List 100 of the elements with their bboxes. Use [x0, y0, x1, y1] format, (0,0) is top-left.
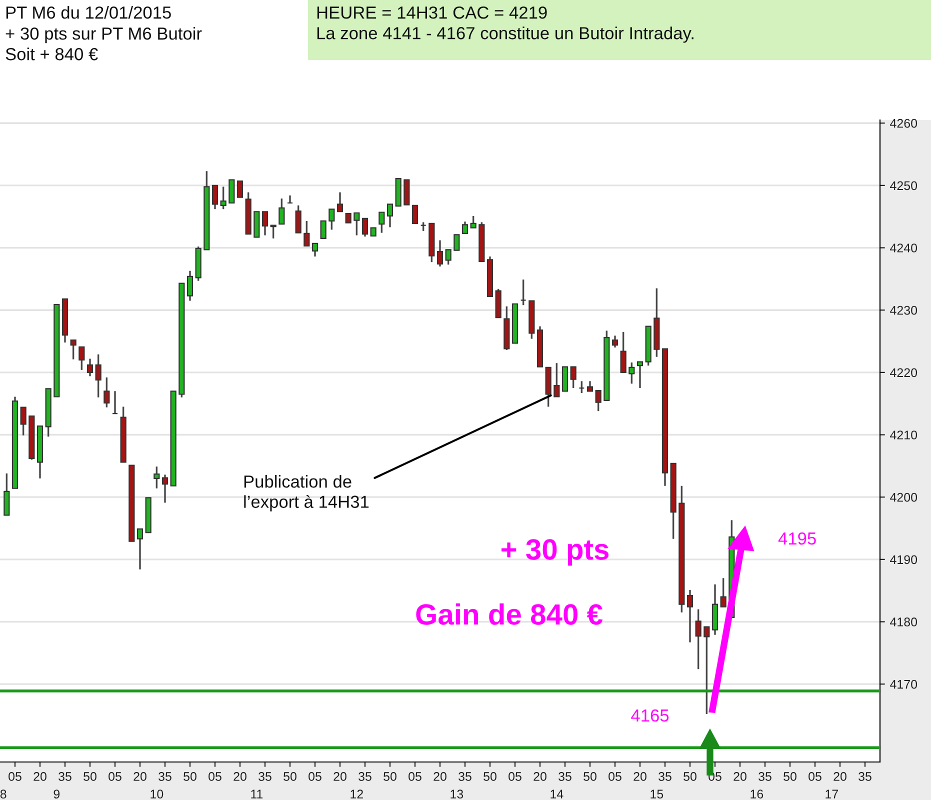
candlestick	[412, 204, 418, 224]
x-tick-label: 05	[608, 772, 622, 781]
x-tick-label: 20	[634, 772, 646, 781]
candlestick	[212, 184, 218, 210]
y-tick-label: 4180	[890, 618, 918, 626]
x-tick-label: 35	[58, 772, 72, 781]
y-tick-label: 4190	[890, 555, 918, 564]
x2-tick-label: 10	[150, 790, 164, 799]
x-tick-label: 05	[808, 772, 822, 781]
x-tick-label: 35	[358, 772, 372, 781]
candlestick	[362, 218, 368, 238]
candlestick	[436, 239, 444, 268]
annotation: Publication de l’export à 14H31	[244, 475, 369, 512]
candlestick	[104, 376, 110, 408]
candlestick	[336, 191, 344, 212]
x-tick-label: 50	[284, 772, 296, 781]
candlestick	[95, 354, 102, 398]
candlestick	[554, 362, 560, 398]
x-tick-label: 20	[734, 772, 746, 781]
x2-tick-label: 9	[54, 790, 60, 799]
candlestick	[262, 210, 268, 236]
candlestick	[470, 215, 476, 229]
x-tick-label: 50	[84, 772, 96, 781]
candlestick	[386, 203, 394, 228]
candlestick	[154, 466, 160, 490]
x2-tick-label: 13	[450, 790, 464, 799]
x-tick-label: 20	[334, 772, 346, 781]
candlestick	[112, 390, 118, 414]
x-tick-label: 05	[8, 772, 22, 781]
candlestick	[278, 198, 285, 225]
x2-tick-label: 14	[550, 790, 564, 798]
x2-tick-label: 11	[251, 790, 263, 798]
annotation: 4165	[631, 709, 669, 722]
candlestick	[578, 380, 585, 394]
y-tick-label: 4250	[890, 181, 918, 190]
x2-tick-label: 12	[350, 790, 363, 798]
x-tick-label: 35	[558, 772, 572, 781]
x-tick-label: 35	[458, 772, 472, 781]
y-tick-label: 4220	[890, 368, 918, 378]
x-tick-label: 35	[258, 772, 272, 781]
candlestick	[636, 361, 644, 389]
candlestick	[228, 179, 235, 204]
x2-tick-label: 16	[750, 790, 764, 799]
y-tick-label: 4200	[890, 492, 918, 502]
candlestick	[620, 331, 626, 374]
y-tick-label: 4210	[890, 430, 918, 440]
candlestick	[345, 212, 352, 224]
x-tick-label: 20	[234, 772, 246, 781]
candlestick	[570, 366, 576, 389]
candlestick	[454, 234, 460, 251]
x-tick-label: 20	[834, 772, 846, 781]
candlestick	[612, 334, 618, 348]
candlestick	[328, 208, 335, 231]
candlestick	[378, 211, 385, 234]
candlestick	[162, 474, 168, 504]
x-tick-label: 35	[658, 772, 672, 781]
x2-tick-label: 15	[650, 790, 664, 799]
text: HEURE = 14H31 CAC = 4219 La zone 4141 - 4167 constitue un Butoir Intraday.	[317, 6, 694, 43]
chart-title: PT M6 du 12/01/2015	[6, 6, 171, 19]
x-tick-label: 05	[208, 772, 222, 781]
chart-subtitle: + 30 pts sur PT M6 Butoir Soit + 840 €	[6, 27, 202, 60]
x-tick-label: 35	[758, 772, 772, 781]
annotation: 4195	[778, 532, 816, 545]
candlestick	[186, 270, 194, 302]
candlestick	[70, 339, 76, 360]
x-tick-label: 50	[484, 772, 496, 781]
candlestick	[628, 362, 635, 384]
annotation: Gain de 840 €	[416, 603, 603, 625]
candlestick	[295, 204, 302, 234]
candlestick	[686, 589, 694, 644]
x-tick-label: 05	[308, 772, 322, 781]
candlestick	[136, 528, 144, 570]
x-tick-label: 35	[858, 772, 872, 781]
candlestick	[704, 626, 710, 715]
candlestick	[720, 577, 726, 608]
x2-tick-label: 17	[826, 790, 838, 798]
x-tick-label: 50	[384, 772, 396, 781]
x-tick-label: 20	[34, 772, 46, 781]
x2-tick-label: 8	[0, 790, 6, 799]
x-tick-label: 05	[508, 772, 522, 781]
x-tick-label: 35	[158, 772, 172, 781]
x-tick-label: 50	[584, 772, 596, 781]
y-tick-label: 4230	[890, 306, 918, 315]
x-tick-label: 05	[108, 772, 122, 781]
candlestick	[20, 406, 26, 436]
x-tick-label: 50	[784, 772, 796, 781]
candlestick	[320, 220, 326, 239]
candlestick	[270, 224, 276, 240]
x-tick-label: 50	[184, 772, 196, 781]
candlestick	[586, 380, 594, 392]
candlestick	[4, 472, 10, 516]
candlestick	[304, 220, 310, 247]
candlestick	[445, 248, 452, 266]
candlestick	[462, 220, 468, 234]
x-tick-label: 20	[534, 772, 546, 781]
candlestick	[312, 242, 318, 258]
candlestick	[220, 186, 226, 210]
candlestick	[286, 194, 294, 204]
candlestick	[595, 390, 602, 412]
x-tick-label: 50	[684, 772, 696, 781]
